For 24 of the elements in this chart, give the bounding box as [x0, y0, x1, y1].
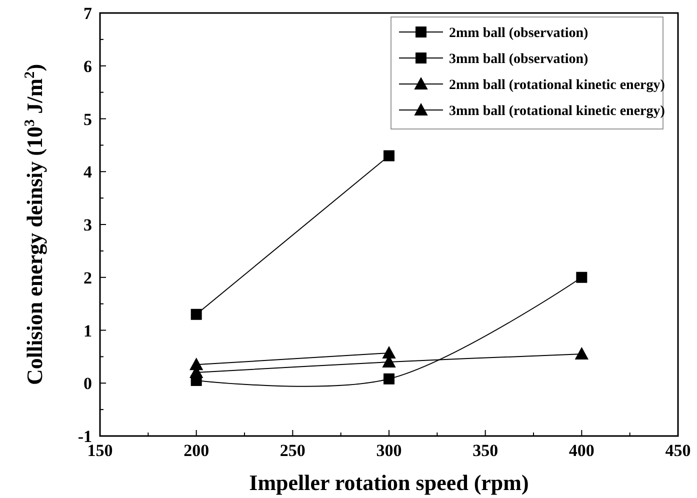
y-tick-label: 5 [84, 110, 92, 129]
x-tick-label: 250 [280, 441, 306, 460]
legend-label: 2mm ball (rotational kinetic energy) [449, 78, 666, 93]
x-tick-label: 350 [472, 441, 498, 460]
point [190, 308, 202, 320]
y-tick-label: 4 [84, 162, 92, 182]
x-tick-label: 450 [665, 441, 691, 460]
point [576, 272, 588, 283]
y-tick-label: 6 [84, 56, 92, 76]
legend-label: 3mm ball (rotational kinetic energy) [449, 104, 666, 119]
point [384, 373, 394, 384]
point [575, 348, 588, 360]
y-tick-label: 7 [84, 4, 92, 23]
x-axis-title: Impeller rotation speed (rpm) [249, 470, 529, 495]
y-tick-label: 1 [84, 321, 92, 340]
point [384, 150, 394, 162]
legend-label: 2mm ball (observation) [449, 26, 589, 41]
y-tick-label: 0 [84, 374, 92, 394]
legend-label: 3mm ball (observation) [449, 52, 589, 67]
x-tick-label: 300 [376, 441, 402, 460]
x-tick-label: 400 [568, 441, 594, 460]
x-tick-label: 200 [184, 441, 210, 460]
y-tick-label: 2 [84, 268, 92, 288]
y-tick-label: 3 [84, 216, 92, 234]
